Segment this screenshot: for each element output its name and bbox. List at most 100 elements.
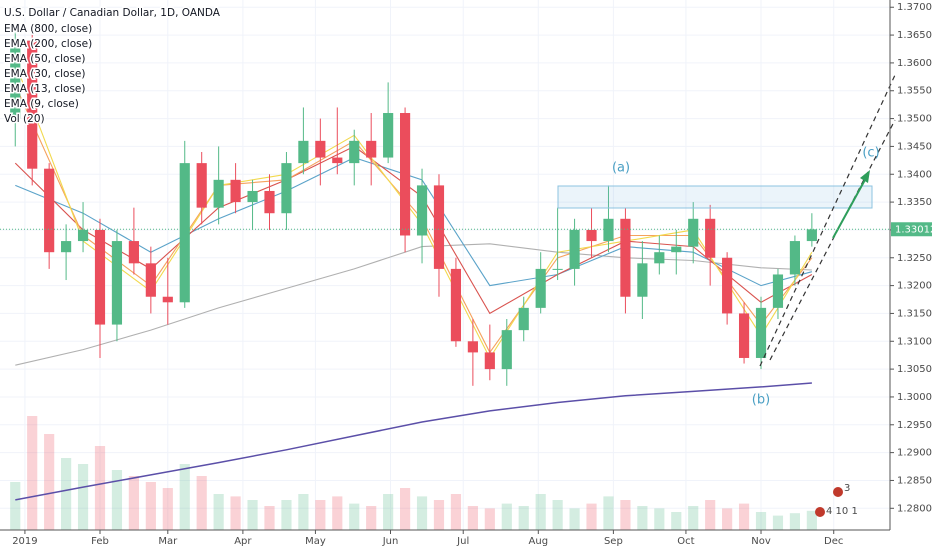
candle-body xyxy=(738,313,750,358)
volume-bar xyxy=(705,500,716,530)
candle-body xyxy=(705,218,716,258)
volume-bar xyxy=(196,476,207,530)
volume-bar xyxy=(128,476,139,530)
candle-body xyxy=(637,263,648,297)
volume-bar xyxy=(366,506,377,530)
volume-bar xyxy=(755,512,767,530)
y-tick-label: 1.30000 xyxy=(897,392,932,403)
candle-body xyxy=(722,257,733,314)
annotation: (a) xyxy=(612,161,630,176)
candle-body xyxy=(196,163,207,208)
legend: U.S. Dollar / Canadian Dollar, 1D, OANDA… xyxy=(3,6,223,127)
y-tick-label: 1.37000 xyxy=(897,2,932,13)
volume-bar xyxy=(722,508,733,530)
volume-bar xyxy=(162,488,173,530)
candle-body xyxy=(298,140,309,164)
annotation: (b) xyxy=(752,393,770,408)
volume-bar xyxy=(620,500,631,530)
volume-bar xyxy=(315,500,326,530)
y-tick-label: 1.31000 xyxy=(897,336,932,347)
event-flag[interactable] xyxy=(833,487,843,497)
volume-bar xyxy=(213,494,224,530)
candle-body xyxy=(569,229,580,269)
legend-entry: Vol (20) xyxy=(4,113,45,125)
volume-bar xyxy=(671,512,682,530)
candles xyxy=(10,26,817,386)
volume-bar xyxy=(501,503,512,530)
candle-body xyxy=(213,179,224,208)
volume-bar xyxy=(298,494,309,530)
y-tick-label: 1.35000 xyxy=(897,114,932,125)
y-tick-label: 1.31500 xyxy=(897,308,932,319)
x-tick-label: Apr xyxy=(234,536,252,547)
y-tick-label: 1.32000 xyxy=(897,281,932,292)
arrow-shaft xyxy=(832,177,867,239)
candle-body xyxy=(230,179,241,203)
volume-pane xyxy=(10,416,817,530)
x-tick-label: Feb xyxy=(91,536,109,547)
volume-bar xyxy=(111,470,123,530)
y-tick-label: 1.36500 xyxy=(897,30,932,41)
volume-bar xyxy=(94,446,106,530)
y-tick-label: 1.34000 xyxy=(897,169,932,180)
y-tick-label: 1.32500 xyxy=(897,253,932,264)
volume-bar xyxy=(145,482,156,530)
candle-body xyxy=(603,218,614,242)
volume-bar xyxy=(484,508,495,530)
candle-body xyxy=(281,163,292,214)
y-tick-label: 1.28500 xyxy=(897,475,932,486)
y-tick-label: 1.29500 xyxy=(897,420,932,431)
candle-body xyxy=(61,241,72,253)
volume-bar xyxy=(281,500,292,530)
legend-entry: EMA (50, close) xyxy=(4,53,86,65)
candle-body xyxy=(111,241,123,325)
candle-body xyxy=(535,268,546,308)
volume-bar xyxy=(586,503,597,530)
volume-bar xyxy=(806,510,817,530)
candle-body xyxy=(10,40,21,119)
symbol-title: U.S. Dollar / Canadian Dollar, 1D, OANDA xyxy=(4,7,221,19)
candle-body xyxy=(772,274,784,308)
candle-body xyxy=(620,218,631,297)
volume-bar xyxy=(349,503,360,530)
volume-bar xyxy=(264,506,275,530)
volume-bar xyxy=(400,488,411,530)
last-price-box xyxy=(891,222,932,237)
volume-bar xyxy=(569,508,580,530)
volume-bar xyxy=(416,496,428,530)
legend-entry: EMA (30, close) xyxy=(4,68,86,80)
volume-bar xyxy=(518,506,529,530)
legend-entry: EMA (9, close) xyxy=(4,98,79,110)
candle-body xyxy=(416,185,428,236)
candle-body xyxy=(247,190,258,203)
candle-body xyxy=(433,185,445,269)
candle-body xyxy=(162,296,173,303)
candle-body xyxy=(44,168,55,253)
candle-body xyxy=(467,341,478,353)
candle-body xyxy=(315,140,326,158)
volume-bar xyxy=(77,464,89,530)
candle-body xyxy=(671,246,682,253)
x-tick-label: Oct xyxy=(677,536,694,547)
candle-body xyxy=(806,229,817,242)
event-flag[interactable] xyxy=(815,507,825,517)
candle-body xyxy=(501,330,512,370)
y-tick-label: 1.36000 xyxy=(897,58,932,69)
event-label: 3 xyxy=(844,483,850,494)
candle-body xyxy=(145,263,156,297)
x-tick-label: Dec xyxy=(824,536,843,547)
volume-bar xyxy=(450,494,462,530)
x-tick-label: Jul xyxy=(456,536,469,547)
legend-entry: EMA (13, close) xyxy=(4,83,86,95)
y-tick-label: 1.28000 xyxy=(897,503,932,514)
event-label: 4 10 1 xyxy=(826,506,858,517)
x-tick-label: Nov xyxy=(751,536,771,547)
volume-bar xyxy=(383,494,394,530)
candle-body xyxy=(586,229,597,242)
annotation: (c) xyxy=(862,146,879,161)
candle-body xyxy=(332,157,343,164)
volume-bar xyxy=(552,500,563,530)
volume-bar xyxy=(433,500,445,530)
volume-bar xyxy=(230,496,241,530)
